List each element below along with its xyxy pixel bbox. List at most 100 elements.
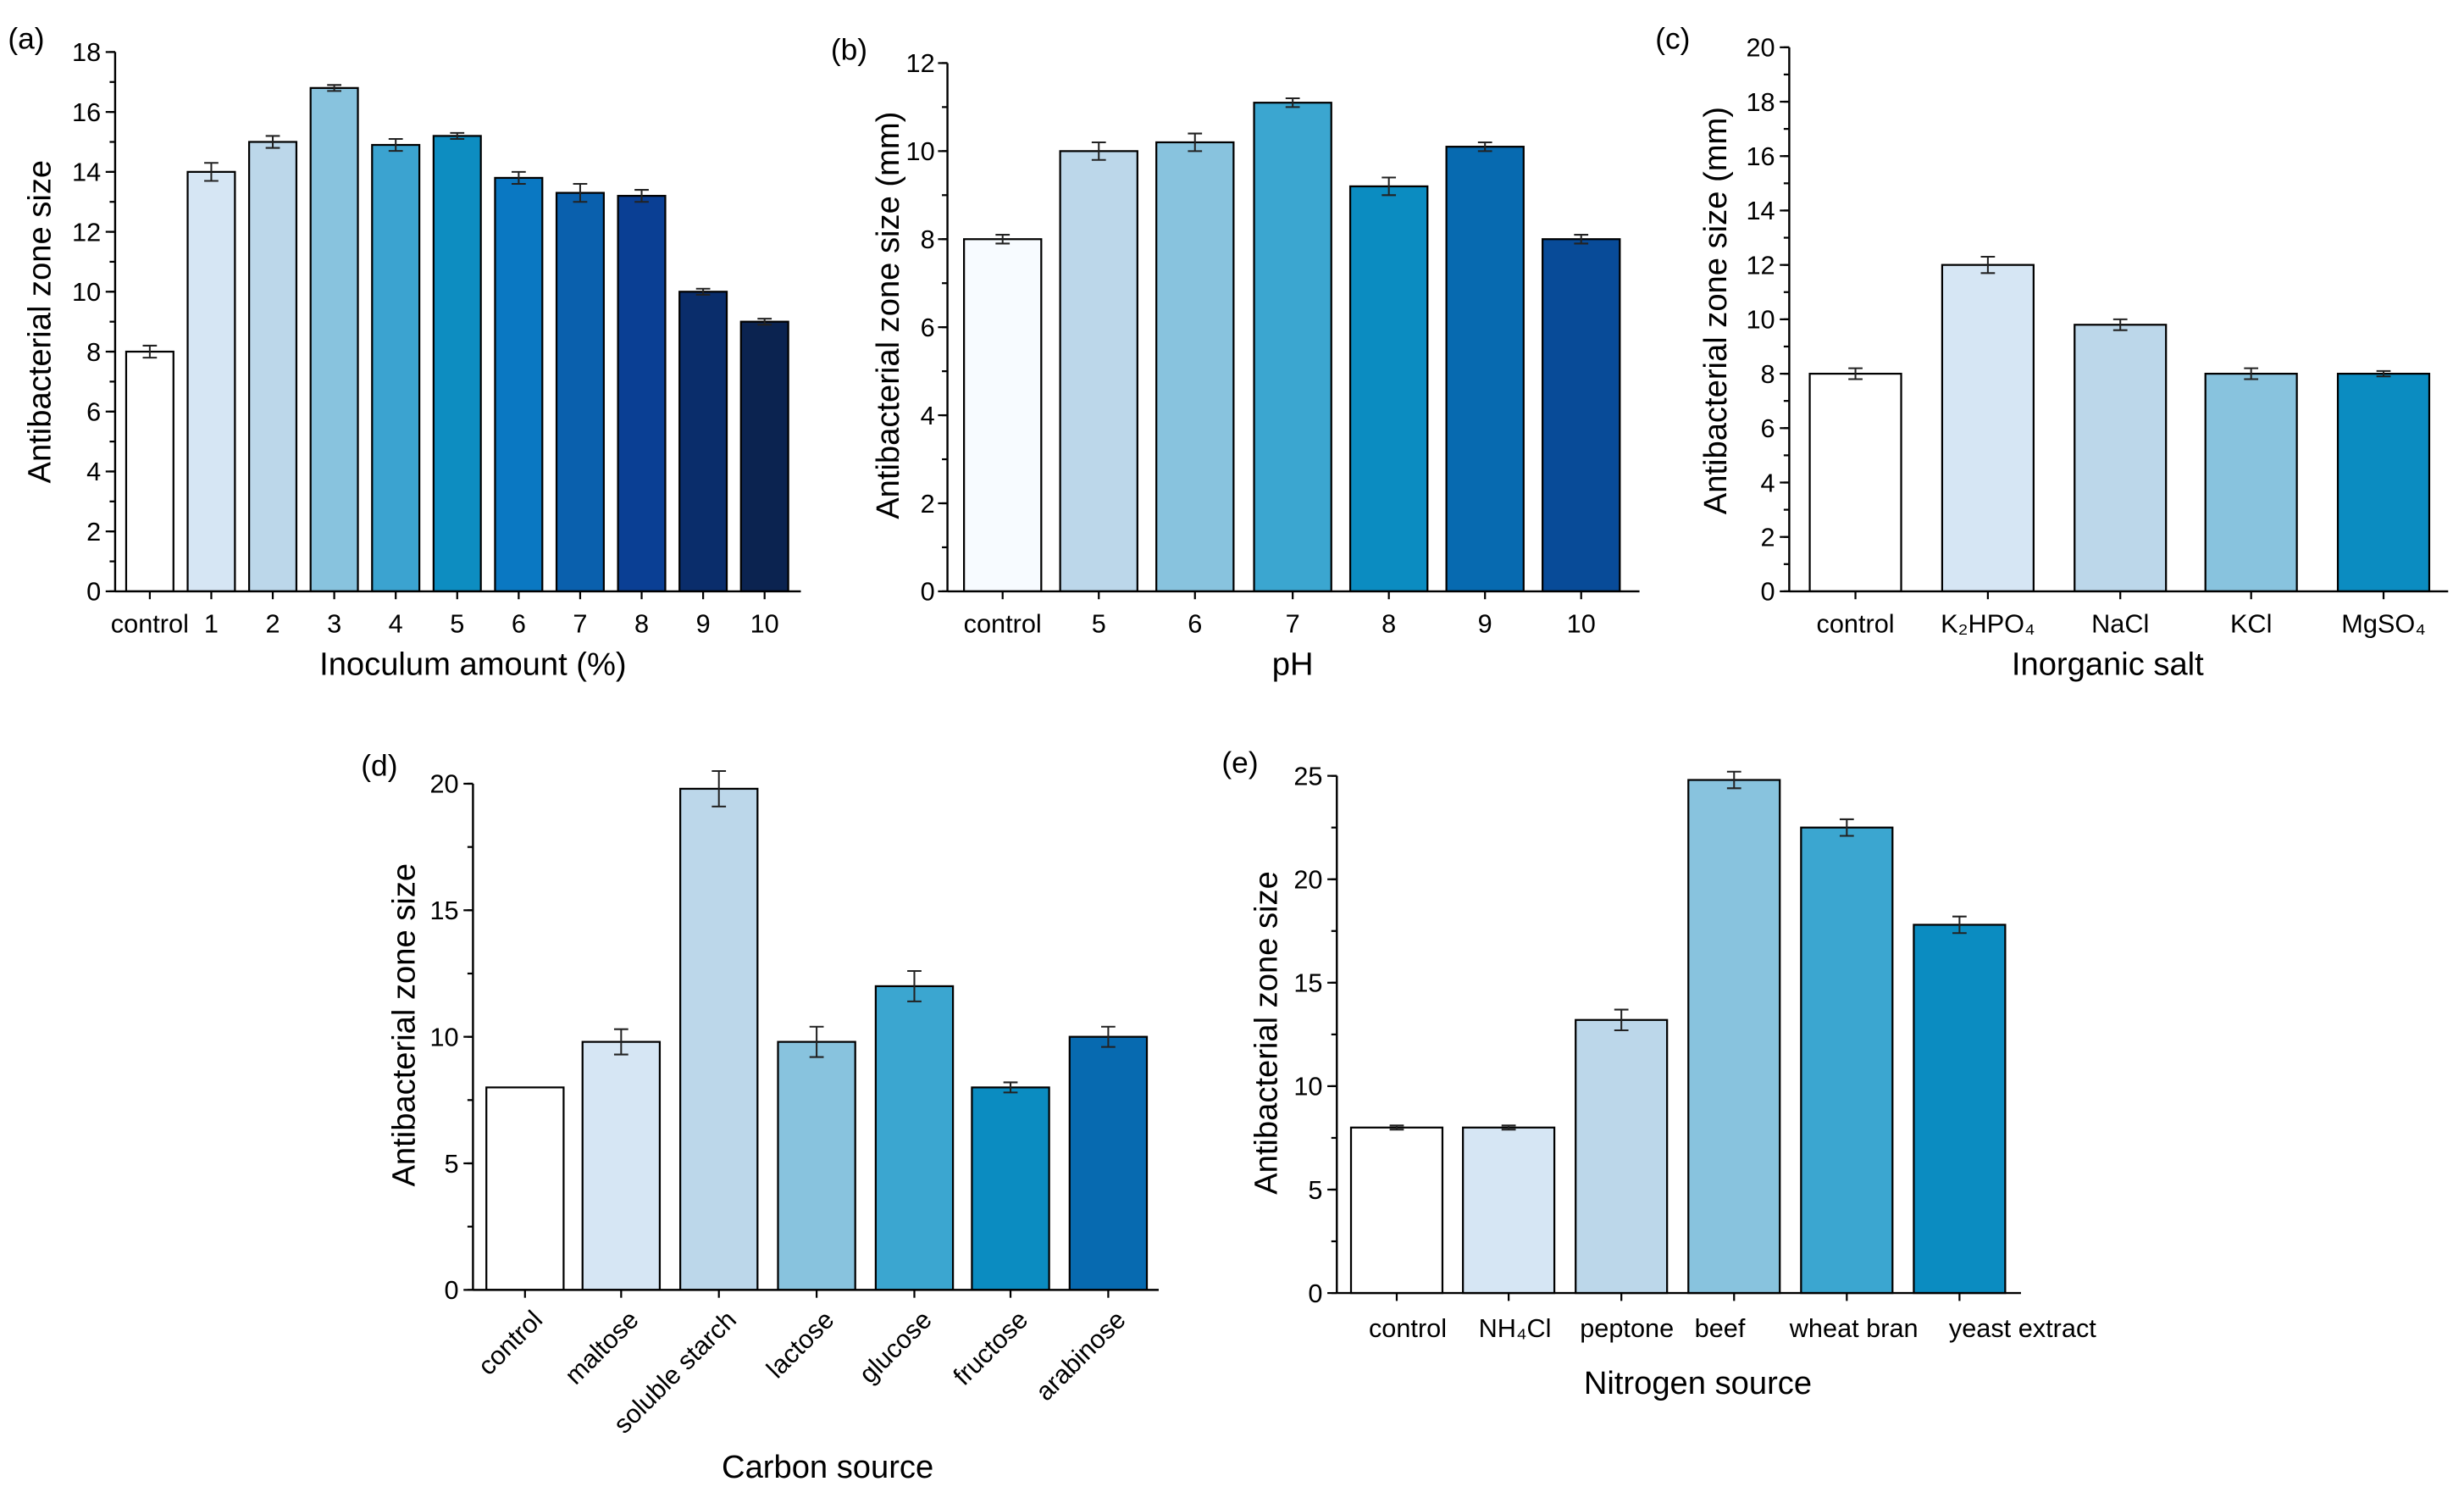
bar [1687, 779, 1781, 1295]
bar [2074, 324, 2168, 593]
x-tick-label: 8 [1382, 608, 1396, 638]
error-bar [2376, 369, 2391, 378]
error-bar [2244, 367, 2259, 380]
error-bar [1501, 1124, 1516, 1131]
error-bar [809, 1025, 824, 1058]
y-tick-label: 10 [1293, 1072, 1322, 1101]
x-tick-label: NH₄Cl [1479, 1313, 1552, 1343]
bar [1348, 185, 1429, 593]
bar [555, 191, 605, 593]
bar [581, 1040, 662, 1291]
x-tick-label: 9 [1478, 608, 1492, 638]
x-tick-label: MgSO₄ [2341, 608, 2426, 638]
y-axis-title: Antibacterial zone size [1249, 871, 1285, 1195]
error-bar [573, 182, 588, 203]
x-tick-label: 8 [634, 608, 649, 638]
x-tick-label: 2 [265, 608, 280, 638]
error-bar [1389, 1124, 1404, 1131]
error-bar [388, 137, 403, 153]
y-tick-label: 25 [1293, 761, 1322, 791]
x-tick-label: control [472, 1305, 548, 1381]
bar [432, 135, 482, 593]
y-tick-label: 14 [72, 158, 101, 187]
y-axis-title: Antibacterial zone size (mm) [870, 112, 906, 519]
x-tick-label: fructose [947, 1305, 1033, 1391]
x-tick-label: control [1817, 608, 1895, 638]
error-bar [1839, 818, 1854, 837]
y-tick-label: 0 [1761, 577, 1775, 607]
bar [679, 787, 759, 1291]
x-tick-label: 9 [696, 608, 711, 638]
bar [125, 350, 174, 593]
y-tick-label: 0 [445, 1275, 459, 1305]
panel-d: (d) Antibacterial zone size Carbon sourc… [361, 750, 1159, 1485]
bar [1913, 924, 2007, 1295]
error-bar [450, 131, 465, 140]
y-tick-label: 4 [921, 401, 935, 430]
x-tick-label: yeast extract [1949, 1313, 2096, 1343]
y-tick-label: 10 [72, 277, 101, 307]
x-tick-label: KCl [2230, 608, 2272, 638]
y-tick-label: 10 [429, 1022, 458, 1051]
y-tick-label: 8 [921, 225, 935, 254]
x-tick-label: control [964, 608, 1042, 638]
bar [678, 291, 728, 593]
error-bar [204, 162, 219, 182]
x-tick-label: maltose [559, 1305, 645, 1390]
y-tick-label: 20 [429, 769, 458, 799]
x-tick-label: control [111, 608, 189, 638]
bar [186, 170, 236, 593]
error-bar [1614, 1008, 1629, 1032]
bar [1349, 1126, 1444, 1295]
panel-a: (a) Antibacterial zone size Inoculum amo… [8, 23, 801, 683]
bar [1445, 146, 1525, 593]
y-tick-label: 18 [72, 37, 101, 67]
y-tick-label: 2 [86, 517, 101, 547]
bar [1542, 238, 1621, 593]
y-tick-label: 18 [1747, 87, 1775, 117]
bar [777, 1040, 856, 1291]
error-bar [142, 344, 158, 359]
x-tick-label: 5 [450, 608, 464, 638]
x-tick-label: NaCl [2091, 608, 2149, 638]
x-tick-label: glucose [853, 1305, 938, 1390]
error-bar [613, 1028, 628, 1056]
x-tick-label: lactose [761, 1305, 840, 1384]
y-tick-label: 10 [1747, 305, 1775, 335]
bar [1575, 1018, 1669, 1295]
y-tick-label: 12 [906, 48, 935, 78]
x-tick-label: arabinose [1030, 1305, 1132, 1407]
bar [2204, 372, 2298, 593]
y-tick-label: 10 [906, 136, 935, 166]
x-tick-label: 4 [389, 608, 403, 638]
y-tick-label: 4 [1761, 468, 1775, 497]
panel-c: (c) Antibacterial zone size (mm) Inorgan… [1655, 23, 2449, 683]
bar [2336, 372, 2431, 593]
y-tick-label: 6 [921, 313, 935, 342]
x-tick-label: beef [1695, 1313, 1746, 1343]
x-tick-label: 10 [1567, 608, 1596, 638]
error-bar [995, 234, 1011, 245]
panel-b: (b) Antibacterial zone size (mm) pH 0 2 4 6… [831, 34, 1640, 683]
x-axis-title: Nitrogen source [1584, 1365, 1812, 1401]
x-tick-label: 1 [204, 608, 219, 638]
error-bar [1574, 234, 1589, 245]
y-tick-label: 4 [86, 457, 101, 486]
x-tick-label: 10 [750, 608, 779, 638]
x-tick-label: 7 [1286, 608, 1300, 638]
y-tick-label: 14 [1747, 196, 1775, 225]
panel-label: (a) [8, 23, 44, 56]
x-tick-label: K₂HPO₄ [1941, 608, 2035, 638]
panel-label: (c) [1655, 23, 1690, 56]
error-bar [907, 969, 922, 1002]
y-tick-label: 20 [1747, 33, 1775, 63]
error-bar [327, 84, 341, 92]
x-tick-label: wheat bran [1789, 1313, 1919, 1343]
bar [485, 1086, 565, 1291]
error-bar [1980, 256, 1996, 275]
y-tick-label: 12 [1747, 250, 1775, 280]
x-axis-title: Inorganic salt [2012, 646, 2204, 683]
error-bar [511, 170, 526, 186]
x-tick-label: 6 [512, 608, 526, 638]
